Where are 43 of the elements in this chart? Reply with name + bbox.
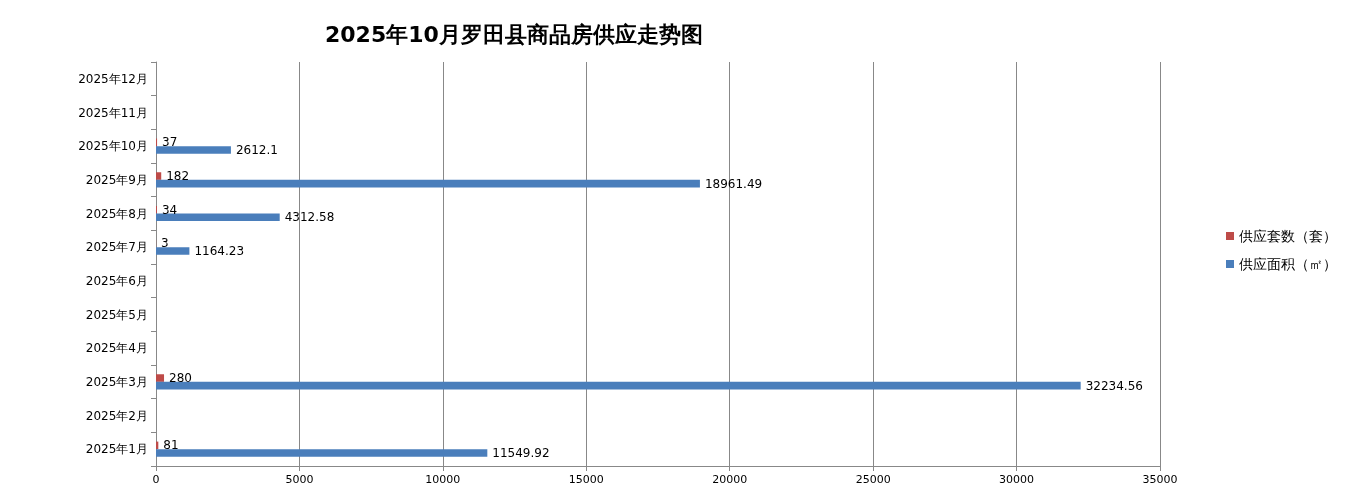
data-label: 280 xyxy=(169,371,192,386)
x-tick-label: 10000 xyxy=(425,473,461,486)
data-label: 2612.1 xyxy=(235,142,278,157)
y-tick-label: 2025年5月 xyxy=(85,307,148,322)
data-label: 4312.58 xyxy=(284,210,335,225)
bar xyxy=(156,146,231,154)
y-tick-label: 2025年4月 xyxy=(85,341,148,356)
data-label: 18961.49 xyxy=(704,176,763,191)
data-label: 11549.92 xyxy=(492,445,550,460)
data-label: 3 xyxy=(161,236,169,251)
data-label: 1164.23 xyxy=(194,243,245,258)
data-label: 34 xyxy=(161,202,178,217)
legend-label: 供应面积（㎡） xyxy=(1239,256,1337,272)
y-tick-label: 2025年9月 xyxy=(85,172,148,187)
bar xyxy=(156,247,190,255)
x-tick-label: 5000 xyxy=(285,473,314,486)
x-tick-label: 20000 xyxy=(712,473,748,486)
data-label: 81 xyxy=(163,438,179,453)
bar xyxy=(156,213,280,222)
y-tick-label: 2025年8月 xyxy=(85,206,148,221)
y-tick-label: 2025年7月 xyxy=(85,240,148,255)
y-tick-label: 2025年12月 xyxy=(78,71,148,86)
x-tick-label: 35000 xyxy=(1142,473,1178,486)
x-tick-label: 30000 xyxy=(999,473,1035,486)
y-tick-label: 2025年3月 xyxy=(85,374,148,389)
legend-label: 供应套数（套） xyxy=(1239,228,1337,244)
data-label: 37 xyxy=(162,135,178,150)
bar xyxy=(156,449,488,457)
bar xyxy=(156,172,162,180)
y-tick-label: 2025年11月 xyxy=(78,105,148,120)
y-tick-label: 2025年1月 xyxy=(85,442,148,457)
bar xyxy=(156,381,1081,390)
data-label: 32234.56 xyxy=(1085,378,1143,393)
x-tick-label: 0 xyxy=(152,473,160,486)
x-tick-label: 15000 xyxy=(568,473,604,486)
bar xyxy=(156,179,700,188)
y-tick-label: 2025年2月 xyxy=(85,408,148,423)
x-tick-label: 25000 xyxy=(855,473,891,486)
bar xyxy=(156,374,165,382)
data-label: 182 xyxy=(166,169,190,184)
y-tick-label: 2025年10月 xyxy=(78,139,148,154)
chart-title: 2025年10月罗田县商品房供应走势图 xyxy=(325,21,703,47)
y-tick-label: 2025年6月 xyxy=(85,273,148,288)
